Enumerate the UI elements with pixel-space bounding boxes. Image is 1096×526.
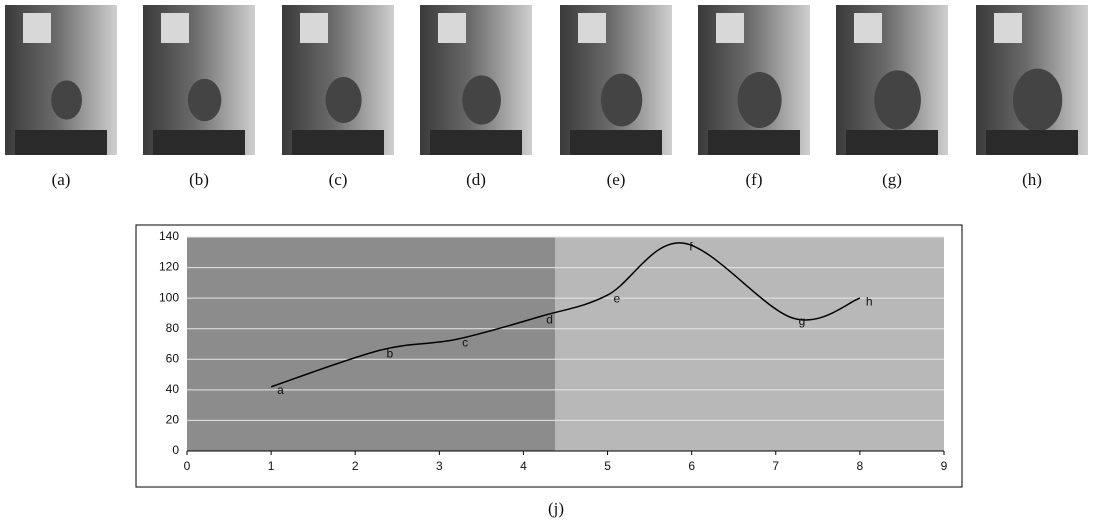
- y-tick-label: 140: [159, 229, 179, 243]
- photo-window: [716, 13, 744, 43]
- face: [325, 77, 362, 123]
- point-label: a: [277, 383, 284, 397]
- photo: (b): [143, 5, 255, 189]
- x-tick-label: 2: [352, 459, 359, 473]
- panel-label: (g): [882, 170, 902, 189]
- face: [187, 78, 222, 122]
- x-tick-label: 9: [941, 459, 948, 473]
- face: [462, 75, 501, 125]
- face: [874, 70, 921, 130]
- x-tick-label: 8: [857, 459, 864, 473]
- panel-label: (a): [52, 170, 71, 189]
- shoulders: [153, 130, 245, 155]
- plot-area-light: [555, 237, 944, 451]
- photo-window: [300, 13, 328, 43]
- point-label: c: [462, 336, 468, 350]
- x-tick-label: 0: [184, 459, 191, 473]
- face: [1012, 68, 1063, 132]
- photo-window: [23, 13, 51, 43]
- point-label: h: [866, 294, 873, 308]
- shoulders: [846, 130, 938, 155]
- photo-window: [161, 13, 189, 43]
- shoulders: [708, 130, 800, 155]
- photo-window: [854, 13, 882, 43]
- x-tick-label: 6: [688, 459, 695, 473]
- photo-window: [578, 13, 606, 43]
- photo: (h): [976, 5, 1088, 189]
- photo: (d): [420, 5, 532, 189]
- photo: (f): [698, 5, 810, 189]
- x-tick-label: 7: [772, 459, 779, 473]
- shoulders: [430, 130, 522, 155]
- point-label: g: [799, 314, 806, 328]
- panel-label: (d): [466, 170, 486, 189]
- shoulders: [292, 130, 384, 155]
- x-tick-label: 3: [436, 459, 443, 473]
- panel-label: (e): [607, 170, 626, 189]
- shoulders: [570, 130, 662, 155]
- x-tick-label: 5: [604, 459, 611, 473]
- point-label: e: [614, 291, 621, 305]
- plot-area-dark: [187, 237, 555, 451]
- y-tick-label: 80: [166, 321, 180, 335]
- y-tick-label: 60: [166, 351, 180, 365]
- photo: (e): [560, 5, 672, 189]
- y-tick-label: 120: [159, 260, 179, 274]
- point-label: d: [546, 313, 553, 327]
- panel-label: (f): [746, 170, 763, 189]
- point-label: f: [689, 239, 693, 253]
- face: [600, 73, 643, 127]
- y-tick-label: 100: [159, 290, 179, 304]
- panel-label: (c): [329, 170, 348, 189]
- line-series: [270, 242, 861, 388]
- point-label: b: [386, 346, 393, 360]
- shoulders: [15, 130, 107, 155]
- photo: (g): [836, 5, 948, 189]
- x-tick-label: 1: [268, 459, 275, 473]
- y-tick-label: 40: [166, 382, 180, 396]
- figure-caption: (j): [548, 499, 564, 518]
- photo: (a): [5, 5, 117, 189]
- panel-label: (b): [189, 170, 209, 189]
- photo-window: [438, 13, 466, 43]
- x-tick-label: 4: [520, 459, 527, 473]
- y-tick-label: 20: [166, 413, 180, 427]
- face: [51, 80, 82, 120]
- photo-window: [994, 13, 1022, 43]
- y-tick-label: 0: [172, 443, 179, 457]
- face: [737, 72, 782, 128]
- photo: (c): [282, 5, 394, 189]
- shoulders: [986, 130, 1078, 155]
- photo-row: (a) (b) (c) (d) (e) (f) (g) (h): [5, 5, 1088, 189]
- panel-label: (h): [1022, 170, 1042, 189]
